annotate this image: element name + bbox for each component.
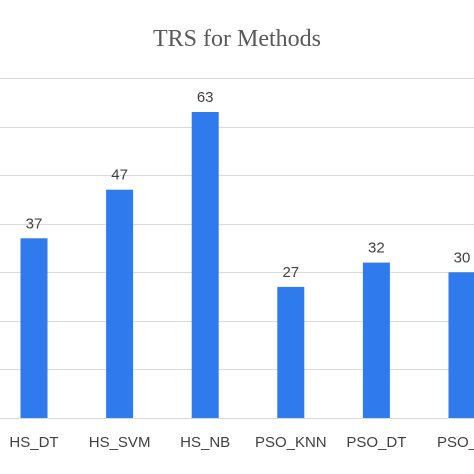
- data-labels: 37 47 63 27 32 30: [26, 89, 471, 281]
- x-tick-hs-nb: HS_NB: [180, 434, 230, 451]
- data-label-pso-knn: 27: [282, 264, 299, 281]
- chart-title: TRS for Methods: [153, 26, 321, 52]
- bar-hs-dt: [20, 238, 48, 418]
- bar-hs-nb: [191, 112, 219, 418]
- bars: [20, 112, 474, 418]
- data-label-hs-nb: 63: [197, 89, 214, 106]
- bar-pso-knn: [277, 286, 305, 418]
- x-tick-hs-svm: HS_SVM: [89, 434, 151, 451]
- x-tick-pso-dt: PSO_DT: [346, 434, 406, 451]
- x-tick-hs-dt: HS_DT: [9, 434, 58, 451]
- x-tick-labels: HS_DT HS_SVM HS_NB PSO_KNN PSO_DT PSO_S: [9, 434, 474, 451]
- gridlines: [0, 78, 474, 419]
- bar-hs-svm: [106, 189, 134, 418]
- data-label-pso-dt: 32: [368, 240, 385, 257]
- data-label-hs-svm: 47: [111, 167, 128, 184]
- data-label-pso-svm: 30: [454, 249, 471, 266]
- bar-pso-svm: [448, 272, 474, 418]
- data-label-hs-dt: 37: [26, 215, 43, 232]
- x-tick-pso-knn: PSO_KNN: [255, 434, 327, 451]
- bar-pso-dt: [362, 262, 390, 418]
- x-tick-pso-svm: PSO_S: [437, 434, 474, 451]
